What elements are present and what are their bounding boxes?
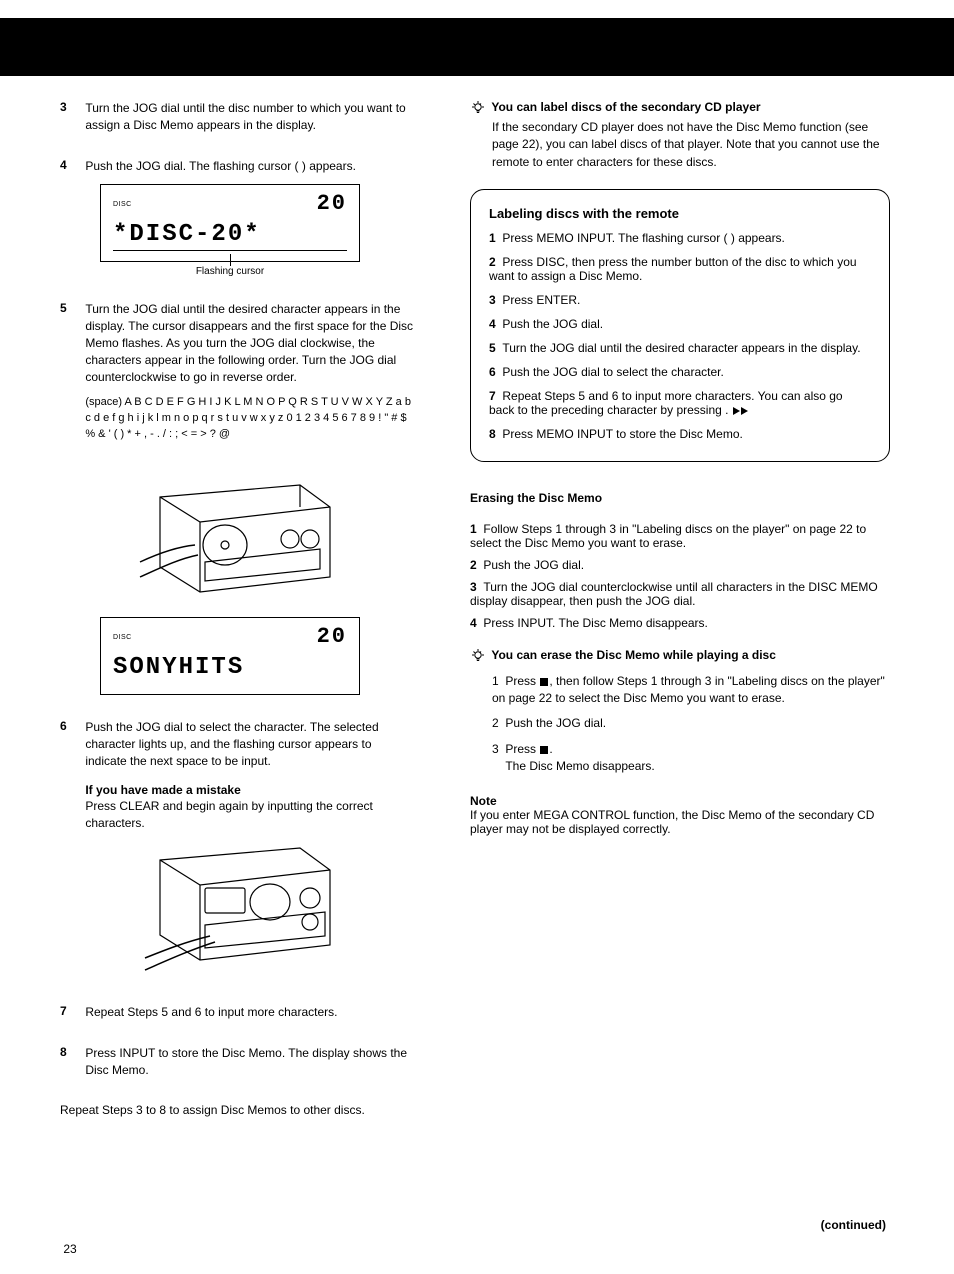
step-6-mistake-text: Press CLEAR and begin again by inputting… xyxy=(85,799,373,830)
erase-n4-num: 4 xyxy=(470,616,477,630)
page-number: 23 xyxy=(40,1242,100,1256)
play-icon xyxy=(733,407,740,415)
box-s6-num: 6 xyxy=(489,365,496,379)
tip2-n3-num: 3 xyxy=(492,742,499,756)
cd-player-drawing-2 xyxy=(120,840,340,980)
lcd2-main-text: SONYHITS xyxy=(113,654,244,681)
erase-n1: Follow Steps 1 through 3 in "Labeling di… xyxy=(470,522,866,550)
box-s4: Push the JOG dial. xyxy=(502,317,603,331)
tip-1: You can label discs of the secondary CD … xyxy=(470,100,890,171)
play-icon-2 xyxy=(741,407,748,415)
box-s8-num: 8 xyxy=(489,427,496,441)
erase-n2-num: 2 xyxy=(470,558,477,572)
erase-section: Erasing the Disc Memo 1 Follow Steps 1 t… xyxy=(470,490,890,629)
tip1-body: If the secondary CD player does not have… xyxy=(492,119,890,171)
erase-n1-num: 1 xyxy=(470,522,477,536)
device-illustration-2 xyxy=(120,840,340,980)
remote-labeling-box: Labeling discs with the remote 1 Press M… xyxy=(470,189,890,462)
stop-icon-2 xyxy=(540,746,548,754)
step-7-text: Repeat Steps 5 and 6 to input more chara… xyxy=(85,1004,415,1021)
lcd-display-1: DISC 20 *DISC-20* xyxy=(100,184,360,262)
step-3-text: Turn the JOG dial until the disc number … xyxy=(85,100,415,134)
step-8: 8 Press INPUT to store the Disc Memo. Th… xyxy=(60,1045,420,1079)
step-6-text: Push the JOG dial to select the characte… xyxy=(85,719,415,832)
box-s1-num: 1 xyxy=(489,231,496,245)
step-8-number: 8 xyxy=(60,1045,82,1059)
step-4: 4 Push the JOG dial. The flashing cursor… xyxy=(60,158,420,278)
lcd1-disc-label: DISC xyxy=(113,201,132,208)
tip1-title: You can label discs of the secondary CD … xyxy=(491,100,760,114)
step-5-text: Turn the JOG dial until the desired char… xyxy=(85,301,415,457)
lcd-display-2: DISC 20 SONYHITS xyxy=(100,617,360,695)
box-s6: Push the JOG dial to select the characte… xyxy=(502,365,723,379)
step-5-body: Turn the JOG dial until the desired char… xyxy=(85,302,413,383)
box-s7-num: 7 xyxy=(489,389,496,403)
box-s5: Turn the JOG dial until the desired char… xyxy=(502,341,860,355)
box-s5-num: 5 xyxy=(489,341,496,355)
erase-n4: Press INPUT. The Disc Memo disappears. xyxy=(483,616,708,630)
lcd1-top-number: 20 xyxy=(317,191,347,216)
bulb-icon-2 xyxy=(470,648,488,667)
step-8-text: Press INPUT to store the Disc Memo. The … xyxy=(85,1045,415,1079)
tip2-n1-num: 1 xyxy=(492,674,499,688)
bulb-icon xyxy=(470,100,488,119)
step-5: 5 Turn the JOG dial until the desired ch… xyxy=(60,301,420,695)
step-6-number: 6 xyxy=(60,719,82,733)
step-6-mistake-head: If you have made a mistake xyxy=(85,783,240,797)
note-head: Note xyxy=(470,794,497,808)
lcd1-caption-text: Flashing cursor xyxy=(196,266,264,277)
tip-2: You can erase the Disc Memo while playin… xyxy=(470,648,890,776)
device-illustration-1 xyxy=(120,467,340,607)
box-s2-num: 2 xyxy=(489,255,496,269)
note-body: If you enter MEGA CONTROL function, the … xyxy=(470,808,874,836)
box-s2: Press DISC, then press the number button… xyxy=(489,255,857,283)
step-7-number: 7 xyxy=(60,1004,82,1018)
tip2-n2-num: 2 xyxy=(492,716,499,730)
step-3: 3 Turn the JOG dial until the disc numbe… xyxy=(60,100,420,134)
step-5-charset: (space) A B C D E F G H I J K L M N O P … xyxy=(85,395,415,443)
step-4-text: Push the JOG dial. The flashing cursor (… xyxy=(85,158,415,175)
note-section: Note If you enter MEGA CONTROL function,… xyxy=(470,794,890,836)
erase-n3: Turn the JOG dial counterclockwise until… xyxy=(470,580,878,608)
continued-label: (continued) xyxy=(821,1218,886,1232)
step-6: 6 Push the JOG dial to select the charac… xyxy=(60,719,420,980)
lcd1-main-text: *DISC-20* xyxy=(113,221,261,248)
step-4-number: 4 xyxy=(60,158,82,172)
box-s1: Press MEMO INPUT. The flashing cursor ( … xyxy=(502,231,785,245)
erase-n3-num: 3 xyxy=(470,580,477,594)
header-black-bar xyxy=(0,18,954,76)
lcd2-disc-label: DISC xyxy=(113,634,132,641)
step-3-number: 3 xyxy=(60,100,82,114)
box-s4-num: 4 xyxy=(489,317,496,331)
box-s3-num: 3 xyxy=(489,293,496,307)
tip2-title: You can erase the Disc Memo while playin… xyxy=(491,648,776,662)
lcd1-caption-leader xyxy=(230,254,231,266)
lcd1-underline xyxy=(113,250,347,251)
box-title: Labeling discs with the remote xyxy=(489,206,871,221)
box-s7: Repeat Steps 5 and 6 to input more chara… xyxy=(489,389,843,417)
left-column: 3 Turn the JOG dial until the disc numbe… xyxy=(60,100,420,1134)
step-5-number: 5 xyxy=(60,301,82,315)
right-column: You can label discs of the secondary CD … xyxy=(470,100,890,836)
cd-player-drawing-1 xyxy=(120,467,340,607)
lcd1-caption: Flashing cursor xyxy=(100,266,360,277)
box-s3: Press ENTER. xyxy=(502,293,580,307)
tip2-n2: Push the JOG dial. xyxy=(505,716,606,730)
stop-icon xyxy=(540,678,548,686)
erase-title: Erasing the Disc Memo xyxy=(470,490,890,507)
repeat-line: Repeat Steps 3 to 8 to assign Disc Memos… xyxy=(60,1102,420,1119)
erase-n2: Push the JOG dial. xyxy=(483,558,584,572)
step-6-body: Push the JOG dial to select the characte… xyxy=(85,720,378,768)
lcd2-top-number: 20 xyxy=(317,624,347,649)
box-s8: Press MEMO INPUT to store the Disc Memo. xyxy=(502,427,743,441)
step-7: 7 Repeat Steps 5 and 6 to input more cha… xyxy=(60,1004,420,1021)
